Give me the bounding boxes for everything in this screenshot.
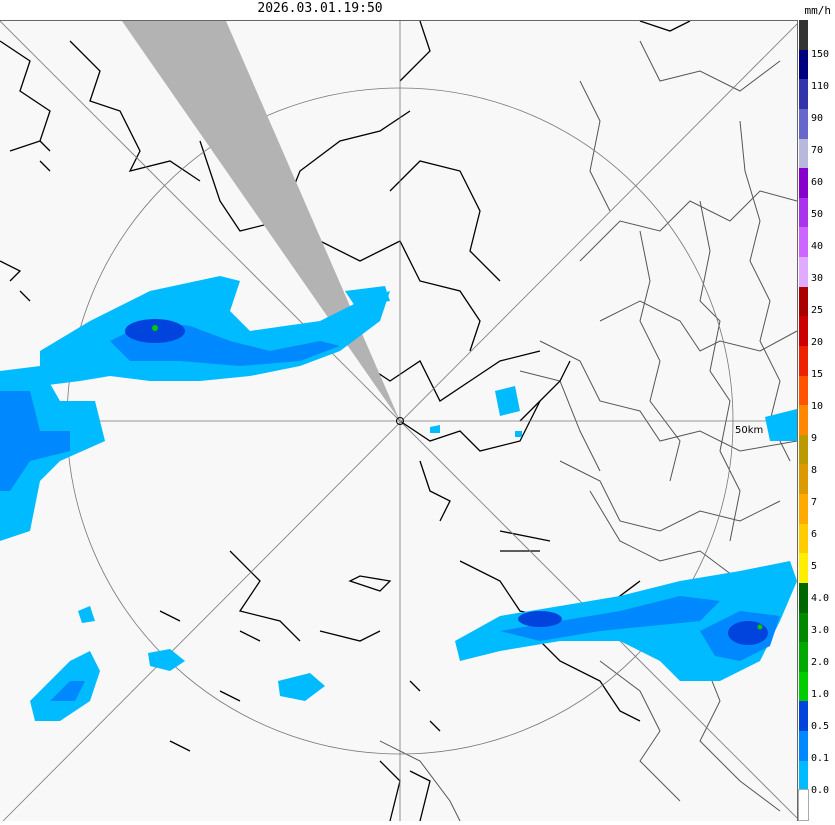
legend-label: 70 xyxy=(811,145,824,156)
legend-color-swatch xyxy=(799,138,808,169)
legend-label: 60 xyxy=(811,177,824,188)
legend-label: 110 xyxy=(811,81,830,92)
legend-color-swatch xyxy=(799,49,808,80)
legend-color-swatch xyxy=(799,760,808,791)
legend-label: 4.0 xyxy=(811,593,830,604)
legend-label: 90 xyxy=(811,113,824,124)
legend-color-swatch xyxy=(798,789,809,822)
legend-label: 10 xyxy=(811,401,824,412)
legend-label: 2.0 xyxy=(811,657,830,668)
legend-label: 40 xyxy=(811,241,824,252)
legend-label: 50 xyxy=(811,209,824,220)
legend-color-swatch xyxy=(799,227,808,258)
legend-label: 0.5 xyxy=(811,721,830,732)
legend-label: 25 xyxy=(811,305,824,316)
legend-label: 7 xyxy=(811,497,818,508)
unit-label: mm/h xyxy=(804,4,832,17)
range-label: 50km xyxy=(735,425,763,436)
legend-label: 0.0 xyxy=(811,785,830,796)
legend-label: 15 xyxy=(811,369,824,380)
legend-color-swatch xyxy=(799,494,808,525)
legend-label: 9 xyxy=(811,433,818,444)
legend-color-swatch xyxy=(799,168,808,199)
legend-label: 0.1 xyxy=(811,753,830,764)
legend-color-swatch xyxy=(799,79,808,110)
legend-color-swatch xyxy=(799,108,808,139)
legend-label: 30 xyxy=(811,273,824,284)
legend-color-swatch xyxy=(799,553,808,584)
legend-color-swatch xyxy=(799,731,808,762)
legend-color-swatch xyxy=(799,612,808,643)
radar-map[interactable]: 50km xyxy=(0,20,798,822)
legend-color-swatch xyxy=(799,523,808,554)
legend-label: 8 xyxy=(811,465,818,476)
legend-color-swatch xyxy=(799,286,808,317)
intensity-legend: 150 110 90 70 60 50 40 30 25 20 15 10 9 8 7 6 5 4.0 3.0 2.0… xyxy=(797,20,835,822)
legend-color-swatch xyxy=(799,434,808,465)
legend-color-swatch xyxy=(799,375,808,406)
legend-label: 6 xyxy=(811,529,818,540)
legend-color-swatch xyxy=(799,345,808,377)
legend-label: 3.0 xyxy=(811,625,830,636)
legend-color-swatch xyxy=(799,642,808,673)
legend-color-swatch xyxy=(799,20,808,51)
legend-label: 20 xyxy=(811,337,824,348)
legend-color-swatch xyxy=(799,671,808,702)
legend-color-swatch xyxy=(799,701,808,732)
legend-label: 1.0 xyxy=(811,689,830,700)
legend-color-swatch xyxy=(799,257,808,288)
precipitation-echoes xyxy=(0,276,797,721)
legend-label: 150 xyxy=(811,49,830,60)
legend-color-swatch xyxy=(799,197,808,228)
timestamp: 2026.03.01.19:50 xyxy=(257,1,383,16)
legend-label: 5 xyxy=(811,561,818,572)
radar-center-marker xyxy=(396,417,404,425)
legend-color-swatch xyxy=(799,582,808,614)
legend-color-swatch xyxy=(799,464,808,495)
range-ring xyxy=(0,20,798,822)
legend-color-swatch xyxy=(799,316,808,347)
legend-color-swatch xyxy=(799,405,808,436)
